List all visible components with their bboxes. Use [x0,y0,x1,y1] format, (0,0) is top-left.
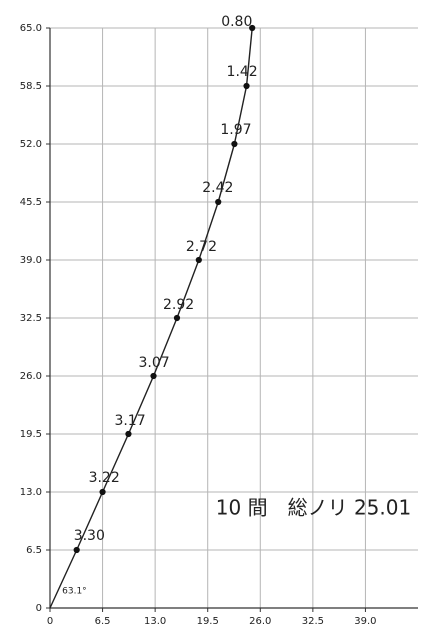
axes [46,27,418,612]
y-tick-label: 26.0 [20,371,42,382]
y-tick-label: 19.5 [20,429,42,440]
data-point [73,546,80,554]
data-label: 0.80 [221,14,252,30]
data-label: 3.07 [139,355,170,371]
data-point [249,24,256,32]
data-label: 3.17 [114,413,145,429]
data-point [215,198,222,206]
y-tick-label: 13.0 [20,487,42,498]
x-tick-label: 13.0 [144,616,166,627]
data-point [99,488,106,496]
y-tick-label: 45.5 [20,197,42,208]
y-tick-label: 39.0 [20,255,42,266]
x-tick-label: 39.0 [354,616,376,627]
data-label: 2.92 [163,297,194,313]
y-tick-label: 6.5 [26,545,42,556]
data-label: 1.42 [227,64,258,80]
data-label: 3.30 [74,528,105,544]
x-tick-label: 0 [47,616,53,627]
summary-annotation: 10 間 総ノリ 25.01 [216,495,411,519]
y-tick-label: 0 [36,603,42,614]
data-point [195,256,202,264]
data-labels: 3.30 3.22 3.17 3.07 2.92 2.72 2.42 1.97 1.42 0.80 [74,14,258,544]
series [49,24,256,609]
y-tick-label: 32.5 [20,313,42,324]
data-point [173,314,181,322]
data-label: 2.42 [202,180,233,196]
data-point [243,82,250,90]
x-tick-label: 19.5 [197,616,219,627]
data-point [231,140,238,148]
data-point [125,430,132,438]
angle-annotation: 63.1° [62,587,87,597]
data-label: 1.97 [220,122,251,138]
tick-labels: 0 6.5 13.0 19.5 26.0 32.5 39.0 0 6.5 13.0 19.5 26.0… [20,23,377,627]
x-tick-label: 26.0 [249,616,271,627]
y-tick-label: 52.0 [20,139,42,150]
y-tick-label: 58.5 [20,81,42,92]
data-label: 2.72 [186,239,217,255]
data-point [150,372,157,380]
annotations: 63.1° 10 間 総ノリ 25.01 [62,495,411,596]
x-tick-label: 6.5 [95,616,111,627]
data-label: 3.22 [89,470,120,486]
y-tick-label: 65.0 [20,23,42,34]
x-tick-label: 32.5 [302,616,324,627]
